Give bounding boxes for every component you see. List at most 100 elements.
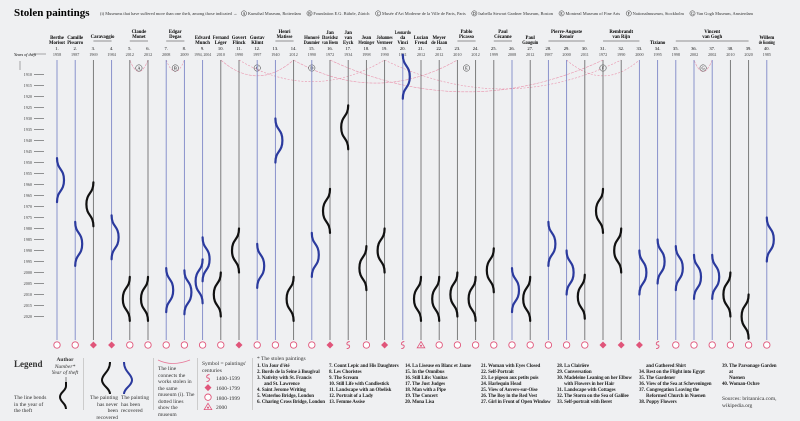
theft-bend <box>376 227 386 274</box>
artist-name: Pierre-Auguste Renoir <box>551 30 582 40</box>
theft-bend <box>674 245 684 292</box>
theft-bend <box>412 275 423 322</box>
century-symbol-circle-icon <box>708 341 716 349</box>
theft-bend <box>201 236 211 283</box>
painting-number: 3. <box>92 46 95 51</box>
artist-name-line: Freud <box>415 41 428 46</box>
legend-symbol-4: 2000 <box>216 405 227 411</box>
museum-letter: A <box>243 12 246 16</box>
museum-badge-icon <box>171 64 179 72</box>
painting-item: at <box>729 370 733 375</box>
painting-number: 2. <box>73 46 76 51</box>
century-symbol-spiral-icon <box>401 341 405 349</box>
painting-item: 7. Count Lepic and His Daughters <box>329 364 399 369</box>
painting-item: 6. Charing Cross Bridge, London <box>257 400 325 405</box>
theft-year-label: 1940 <box>271 52 279 57</box>
century-symbol-circle-icon <box>53 341 61 349</box>
theft-bend <box>230 227 241 274</box>
theft-bend <box>576 273 586 320</box>
century-symbol-circle-icon <box>490 341 498 349</box>
theft-bend <box>401 53 411 100</box>
legend-title: Legend <box>14 359 43 369</box>
artist-name-line: Honoré <box>304 36 319 41</box>
theft-bend <box>310 231 320 278</box>
axis-tick-label: 2015 <box>24 303 32 308</box>
axis-tick-label: 1965 <box>24 193 32 198</box>
museum-name: Foundation E.G. Bührle, Zürich <box>313 11 370 17</box>
theft-bend <box>256 242 266 289</box>
century-symbol-spiral-icon <box>346 341 351 349</box>
theft-bend <box>340 104 350 151</box>
painting-item: and Gathered Shirt <box>646 364 686 369</box>
painting-item: 31. Landscape with Cottages <box>557 388 616 393</box>
theft-year-label: 2012 <box>526 52 534 57</box>
museum-badge-icon <box>306 10 313 17</box>
painting-number: 16. <box>327 46 333 51</box>
museum-badge-icon <box>241 10 247 17</box>
divider <box>197 358 198 410</box>
painting-number: 27. <box>527 46 533 51</box>
theft-bend <box>194 258 204 305</box>
painting-number: 23. <box>455 46 461 51</box>
axis-tick-label: 1960 <box>24 182 32 187</box>
museum-name: Isabella Stewart Gardner Museum, Boston <box>478 11 554 17</box>
artist-name: Vincent van Gogh <box>702 30 722 40</box>
artist-name-line: van <box>344 36 352 41</box>
theft-year-label: 2012 <box>144 52 152 57</box>
legend-symbol-eye-pupil <box>207 406 209 409</box>
legend-number: Number* <box>54 363 76 370</box>
museum-connector-line <box>293 59 458 84</box>
painting-item: 15. In the Omnibus <box>405 370 445 375</box>
theft-year-label: 2020 <box>744 52 752 57</box>
paintings-column: 1. Un Jour d'été 2. Bords de la Seine à B… <box>257 364 328 406</box>
theft-bend <box>358 245 368 292</box>
painting-number: 5. <box>128 46 131 51</box>
century-symbol-circle-icon <box>362 341 371 349</box>
legend-bend-sample <box>58 382 67 410</box>
theft-year-label: 2000 <box>635 52 643 57</box>
theft-year-label: 1990 <box>235 52 243 57</box>
artist-name-line: Munch <box>195 41 210 46</box>
paintings-column: 14. La Liseuse en Blanc et Jaune 15. In t… <box>405 364 480 406</box>
museum-connector-line <box>129 59 149 72</box>
theft-year-label: 1958 <box>53 52 61 57</box>
theft-bend <box>55 157 66 204</box>
century-symbol-eye-icon <box>416 340 426 349</box>
artist-name-line: Edvard <box>195 36 211 41</box>
painting-item: 35. The Gardener <box>639 376 676 381</box>
artist-name-line: Jean <box>362 36 372 41</box>
theft-year-label: 1972 <box>599 52 607 57</box>
artist-name-line: Johannes <box>377 36 393 41</box>
painting-number: 19. <box>382 46 388 51</box>
century-symbol-diamond-icon <box>381 341 389 349</box>
theft-year-label: 1997 <box>253 52 261 57</box>
theft-year-label: 2002 <box>690 52 698 57</box>
painting-number: 17. <box>345 46 351 51</box>
axis-tick-label: 2010 <box>24 292 32 297</box>
theft-year-label: 1984 <box>107 52 116 57</box>
painting-item: 40. Woman-Ochre <box>722 382 760 387</box>
painting-item: 9. The Scream <box>329 376 359 381</box>
painting-number: 14. <box>291 46 297 51</box>
theft-year-label: 1987 <box>71 52 79 57</box>
painting-number: 13. <box>273 46 279 51</box>
painting-number: 7. <box>164 46 167 51</box>
artist-name-line: Jan <box>344 31 352 36</box>
painting-item: 27. Girl in Front of Open Window <box>481 400 551 405</box>
artist-name-line: Govert <box>232 36 247 41</box>
theft-year-label: 1998 <box>362 52 370 57</box>
theft-bend <box>285 275 295 322</box>
museum-badge-icon <box>375 10 381 17</box>
axis-tick-label: 1955 <box>24 171 32 176</box>
artist-name-line: Renoir <box>560 35 575 40</box>
century-symbol-circle-icon <box>562 341 571 349</box>
artist-name-line: van Gogh <box>702 35 722 40</box>
artist-name: Claude Monet <box>132 30 147 40</box>
artist-name: Jan van Eyck <box>343 31 354 46</box>
painting-item: 13. Femme Assise <box>329 400 365 405</box>
sources: Sources: britannica.com, wikipedia.org <box>722 396 777 409</box>
theft-bend <box>449 271 459 318</box>
artist-name: Paul Cézanne <box>494 30 512 40</box>
theft-bend <box>613 227 623 274</box>
painting-item: 29. Conversation <box>557 370 592 375</box>
